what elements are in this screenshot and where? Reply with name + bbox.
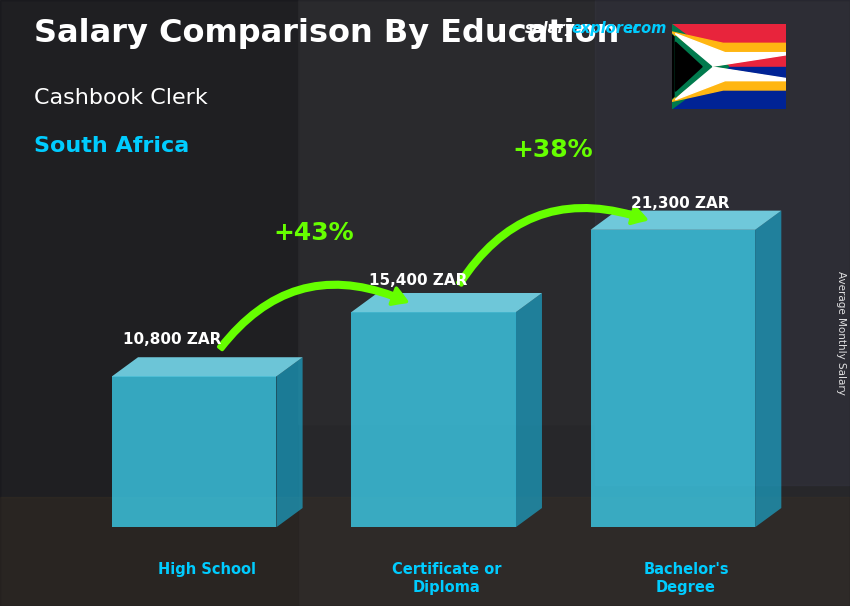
- Polygon shape: [351, 312, 516, 527]
- Text: Bachelor's
Degree: Bachelor's Degree: [643, 562, 728, 594]
- Text: +43%: +43%: [274, 221, 354, 245]
- Text: explorer: explorer: [571, 21, 640, 36]
- Polygon shape: [675, 42, 702, 92]
- Text: Salary Comparison By Education: Salary Comparison By Education: [34, 18, 620, 49]
- Polygon shape: [351, 293, 542, 312]
- Polygon shape: [672, 67, 786, 101]
- Text: High School: High School: [158, 562, 256, 577]
- Text: 10,800 ZAR: 10,800 ZAR: [122, 331, 221, 347]
- Polygon shape: [675, 67, 786, 100]
- Text: South Africa: South Africa: [34, 136, 190, 156]
- FancyArrowPatch shape: [218, 282, 406, 349]
- Polygon shape: [675, 33, 786, 67]
- Bar: [0, 497, 850, 606]
- Text: 15,400 ZAR: 15,400 ZAR: [370, 273, 468, 288]
- FancyArrowPatch shape: [458, 206, 645, 285]
- Bar: [672, 24, 786, 67]
- Polygon shape: [755, 211, 781, 527]
- Polygon shape: [672, 35, 710, 98]
- Text: Certificate or
Diploma: Certificate or Diploma: [392, 562, 502, 594]
- Polygon shape: [591, 230, 755, 527]
- Text: +38%: +38%: [513, 138, 593, 162]
- Text: Cashbook Clerk: Cashbook Clerk: [34, 88, 207, 108]
- Text: Average Monthly Salary: Average Monthly Salary: [836, 271, 846, 395]
- Polygon shape: [112, 376, 276, 527]
- Text: .com: .com: [627, 21, 666, 36]
- Bar: [298, 0, 595, 424]
- Bar: [0, 0, 298, 606]
- Bar: [672, 67, 786, 109]
- Text: 21,300 ZAR: 21,300 ZAR: [631, 196, 729, 211]
- Text: salary: salary: [525, 21, 575, 36]
- Polygon shape: [516, 293, 542, 527]
- Polygon shape: [675, 36, 711, 97]
- Polygon shape: [672, 32, 786, 67]
- Polygon shape: [591, 211, 781, 230]
- Polygon shape: [672, 24, 728, 109]
- Polygon shape: [112, 357, 303, 376]
- Polygon shape: [276, 357, 303, 527]
- Bar: [595, 0, 850, 485]
